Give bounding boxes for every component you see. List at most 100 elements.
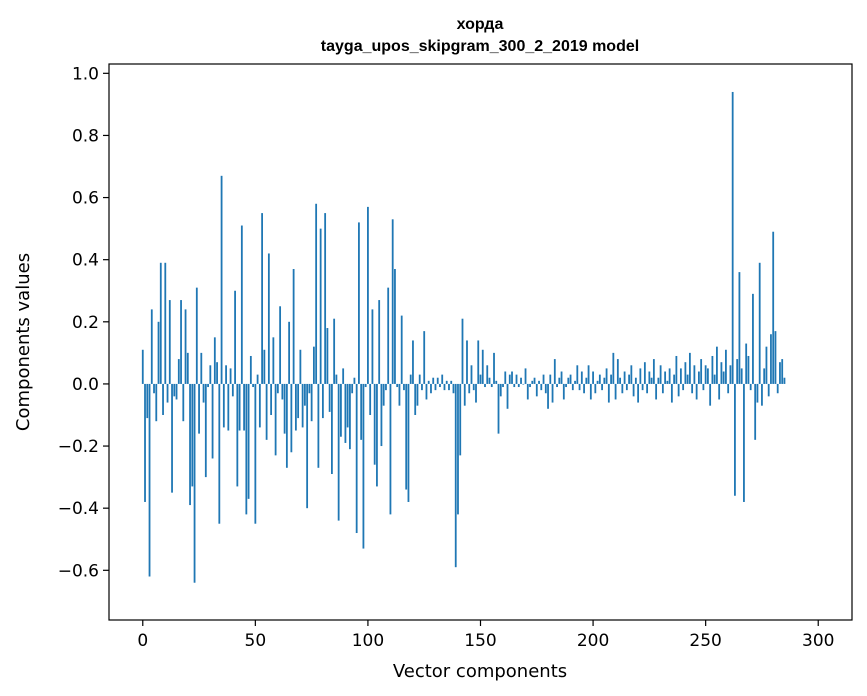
bar [171, 383, 173, 493]
bar [594, 383, 597, 394]
bar [340, 383, 342, 437]
bar [281, 383, 284, 400]
bar [443, 383, 446, 391]
bar [621, 383, 624, 394]
bar [234, 290, 236, 384]
bar [490, 383, 493, 388]
bar [290, 383, 293, 453]
bar [542, 374, 545, 384]
bar [191, 383, 194, 487]
bar [405, 383, 408, 490]
bar [650, 377, 653, 384]
x-tick-label: 250 [689, 631, 721, 651]
bar [222, 383, 225, 428]
bar [218, 383, 221, 524]
bar [643, 362, 646, 384]
bar [576, 365, 579, 384]
bar [353, 377, 356, 384]
bar [486, 365, 489, 384]
bar [783, 377, 786, 384]
bar [436, 377, 439, 384]
bar [565, 383, 567, 388]
bar [452, 383, 455, 394]
bar [702, 383, 705, 391]
bar [193, 383, 196, 583]
y-tick-label: −0.4 [58, 499, 99, 519]
bar [580, 371, 583, 384]
bar [430, 383, 432, 394]
x-tick-label: 300 [802, 631, 834, 651]
bar [736, 359, 739, 384]
bar [412, 340, 414, 384]
bar [475, 383, 477, 403]
bar [360, 383, 363, 440]
bar [592, 371, 594, 384]
bar [220, 175, 223, 384]
bar [711, 355, 714, 384]
bar [461, 318, 464, 384]
bar [272, 337, 275, 384]
bar [668, 368, 671, 384]
bar [743, 383, 745, 502]
bar [355, 383, 358, 534]
bar [610, 374, 612, 384]
bar [252, 383, 254, 388]
bar [207, 383, 209, 388]
bar [369, 383, 372, 415]
bar [488, 377, 491, 384]
bar [619, 377, 621, 384]
bar [285, 383, 288, 468]
bar [321, 383, 324, 419]
bar [182, 383, 185, 422]
bar [391, 219, 394, 384]
bar [549, 374, 552, 384]
bar [625, 383, 628, 391]
bar [664, 371, 667, 384]
bar [254, 383, 257, 524]
bar [484, 383, 486, 388]
bar [752, 293, 754, 384]
bar [155, 383, 158, 422]
bar [288, 321, 291, 384]
bar [578, 383, 581, 391]
x-tick-label: 150 [464, 631, 496, 651]
bar [427, 380, 430, 384]
bar [493, 352, 495, 384]
bar [765, 346, 768, 384]
bar [409, 374, 412, 384]
bar [319, 228, 322, 384]
bar [698, 371, 700, 384]
bar [477, 340, 480, 384]
bar [605, 368, 608, 384]
bar [200, 352, 203, 384]
x-tick-label: 200 [577, 631, 609, 651]
bar [691, 383, 694, 394]
bar [394, 269, 396, 384]
bar [666, 380, 669, 384]
bar [630, 365, 633, 384]
bar [382, 383, 385, 406]
bar [725, 349, 727, 384]
bar [614, 383, 617, 400]
y-tick-label: −0.2 [58, 437, 99, 457]
bar [376, 383, 378, 487]
bar [684, 362, 687, 384]
bar [312, 346, 315, 384]
bar [574, 380, 576, 384]
bar [740, 368, 743, 384]
bar [781, 359, 784, 384]
bar [457, 383, 459, 515]
bar [466, 340, 468, 384]
bar [144, 383, 146, 502]
bar [432, 377, 435, 384]
bar [418, 374, 421, 384]
bar [358, 222, 360, 384]
bar [198, 383, 200, 434]
bar [274, 383, 277, 456]
bar [175, 383, 178, 400]
bar [159, 262, 162, 384]
bar [772, 231, 775, 384]
bar [695, 383, 698, 400]
